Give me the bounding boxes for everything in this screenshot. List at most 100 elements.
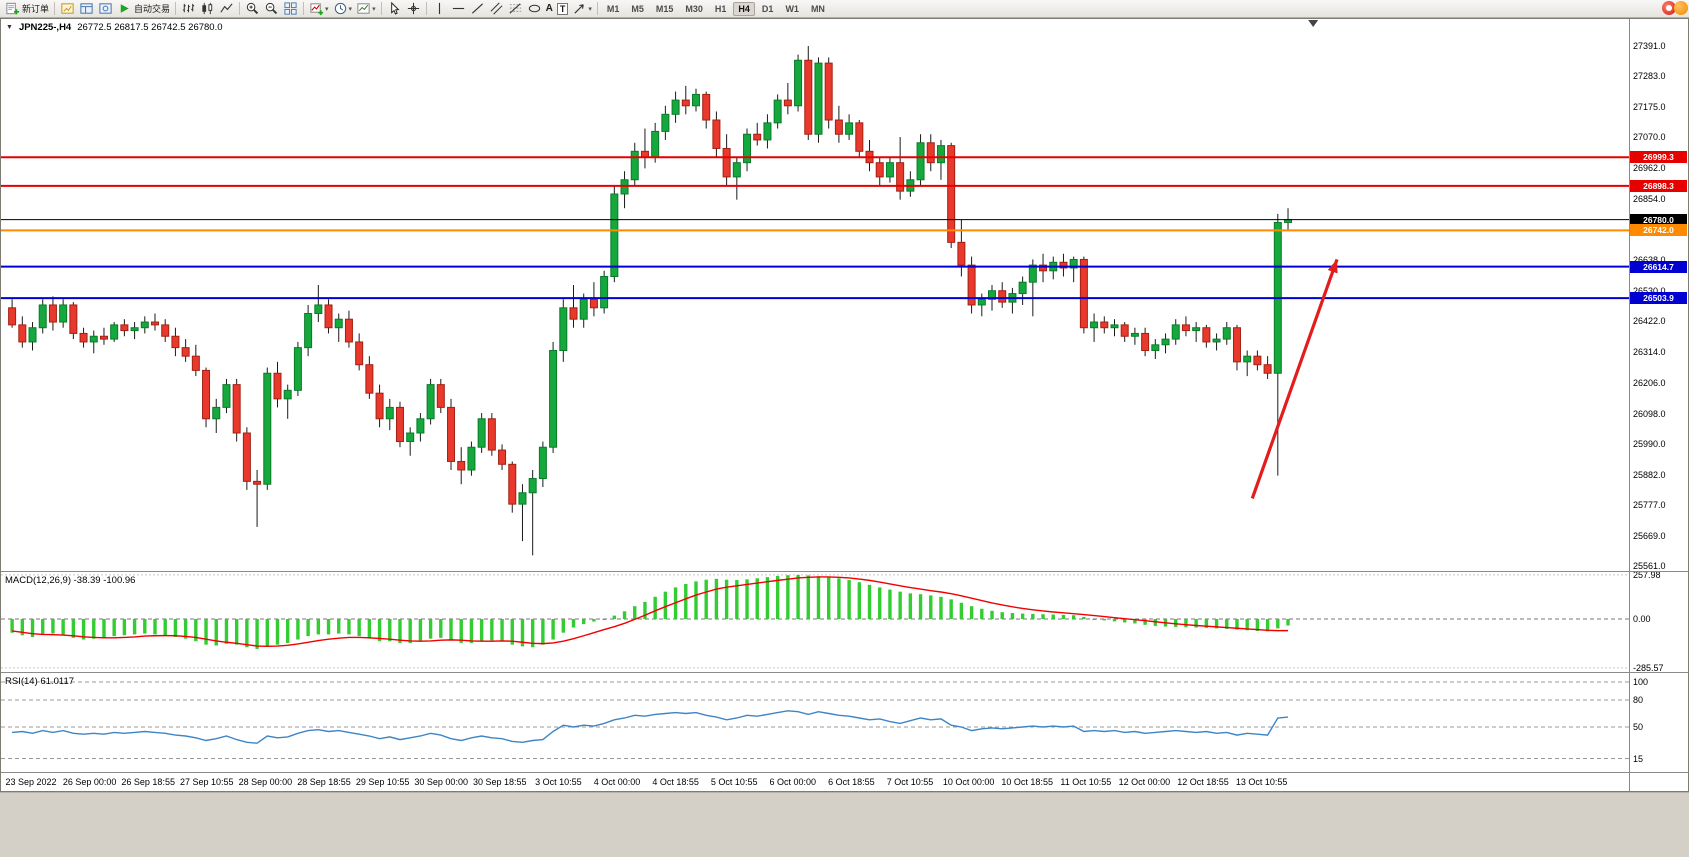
macd-chart[interactable] [1,572,1629,672]
toolbar-separator [425,2,427,15]
time-label: 28 Sep 00:00 [238,777,293,787]
arrow-tool-button[interactable]: ▾ [570,1,594,17]
bar-chart-button[interactable] [179,1,198,17]
time-label: 6 Oct 18:55 [828,777,875,787]
market-watch-button[interactable] [58,1,77,17]
trend-arrow-annotation [1250,258,1339,499]
tf-h1[interactable]: H1 [714,3,727,14]
templates-button[interactable]: ▾ [354,1,378,17]
time-label: 6 Oct 00:00 [769,777,817,787]
crosshair-button[interactable] [404,1,423,17]
time-label: 10 Oct 00:00 [942,777,995,787]
chevron-down-icon: ▾ [588,5,592,13]
rsi-scale-label: 100 [1633,677,1649,687]
panel-divider-macd[interactable] [1,571,1688,572]
candlestick-chart-button[interactable] [198,1,217,17]
channel-button[interactable] [487,1,506,17]
price-tag: 26999.3 [1630,151,1687,164]
time-label: 27 Sep 10:55 [180,777,234,787]
navigator-button[interactable] [96,1,115,17]
price-scale-label: 26098.0 [1633,408,1666,419]
rsi-scale-label: 15 [1633,753,1644,764]
rsi-chart[interactable] [1,673,1629,772]
bar-chart-icon [182,3,195,13]
price-scale-label: 27283.0 [1633,71,1666,82]
price-chart[interactable] [1,19,1629,571]
autotrading-button[interactable]: 自动交易 [115,1,172,17]
indicators-button[interactable]: ▾ [307,1,331,17]
channel-icon [490,2,503,15]
trendline-button[interactable] [468,1,487,17]
chart-menu-icon[interactable]: ▼ [6,24,13,31]
tf-mn[interactable]: MN [810,3,825,14]
price-scale-label: 25990.0 [1633,439,1666,450]
shapes-button[interactable] [525,1,544,17]
overlay-orange-icon[interactable] [1674,1,1688,15]
horizontal-line-icon [452,7,464,10]
toolbar-separator [239,2,241,15]
data-window-button[interactable] [77,1,96,17]
chart-window: ▼ JPN225-,H4 26772.5 26817.5 26742.5 267… [0,18,1689,792]
line-chart-button[interactable] [217,1,236,17]
autotrading-label: 自动交易 [134,4,171,14]
macd-scale-label: -285.57 [1633,662,1664,673]
tf-m30[interactable]: M30 [685,3,703,14]
plot-column: ▼ JPN225-,H4 26772.5 26817.5 26742.5 267… [1,19,1629,791]
price-scale-label: 25669.0 [1633,530,1666,541]
trendline-icon [471,3,483,14]
toolbar-separator [54,2,56,15]
price-scale-label: 26638.0 [1633,255,1666,265]
vertical-line-button[interactable] [430,1,449,17]
price-tag: 26614.7 [1630,260,1687,273]
time-label: 7 Oct 10:55 [886,777,934,787]
tf-d1[interactable]: D1 [761,3,774,14]
main-toolbar: 新订单 自动交易 [0,0,1689,18]
chart-symbol-period: JPN225-,H4 [18,22,72,33]
zoom-in-button[interactable] [243,1,262,17]
rsi-scale-label: 50 [1633,722,1644,732]
panel-divider-rsi[interactable] [1,672,1688,673]
tf-m15[interactable]: M15 [655,3,674,14]
price-scale-label: 26854.0 [1633,193,1666,204]
zoom-out-icon [265,2,278,15]
cursor-icon [390,1,400,15]
navigator-icon [99,3,112,14]
time-label: 4 Oct 00:00 [593,777,641,787]
price-scale-label: 27070.0 [1633,132,1666,143]
price-scale-label: 26314.0 [1633,347,1666,358]
new-order-button[interactable]: 新订单 [3,1,51,17]
price-scale-label: 26206.0 [1633,377,1666,388]
record-dot-icon [1666,5,1672,11]
tf-w1[interactable]: W1 [785,3,799,14]
price-scale-label: 26422.0 [1633,316,1666,327]
price-scale-label: 27175.0 [1633,102,1666,113]
rsi-scale-label: 80 [1633,695,1644,705]
zoom-out-button[interactable] [262,1,281,17]
tf-m5[interactable]: M5 [631,3,644,14]
data-window-icon [80,3,93,14]
price-scale-label: 27391.0 [1633,40,1666,51]
chart-template-icon [357,3,370,14]
periods-button[interactable]: ▾ [331,1,355,17]
time-axis[interactable]: 23 Sep 2022 26 Sep 00:00 26 Sep 18:55 27 Se… [1,773,1629,791]
price-scale-label: 25777.0 [1633,499,1666,510]
tf-m1[interactable]: M1 [606,3,620,14]
horizontal-line-button[interactable] [449,1,468,17]
price-scale-column[interactable]: 27391.0 27283.0 27175.0 27070.0 26962.0 26854… [1629,19,1688,791]
cursor-button[interactable] [385,1,404,17]
text-tool-button[interactable]: A [544,1,555,17]
price-tag: 26742.0 [1630,224,1687,237]
tile-windows-button[interactable] [281,1,300,17]
fibonacci-button[interactable] [506,1,525,17]
autotrading-icon [120,4,129,13]
candlestick-chart-icon [202,2,213,15]
macd-scale-label: 0.00 [1633,614,1651,624]
price-scale-label: 25882.0 [1633,470,1666,481]
time-label: 28 Sep 18:55 [297,777,351,787]
text-label-tool-button[interactable]: T [555,1,571,17]
price-scale-label: 26530.0 [1633,285,1666,296]
tile-windows-icon [284,2,297,15]
overlay-red-icon[interactable] [1662,1,1676,15]
new-order-icon [6,2,20,15]
tf-h4[interactable]: H4 [733,1,755,16]
